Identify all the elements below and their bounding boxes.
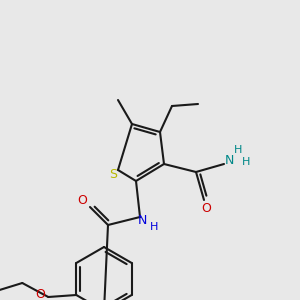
- Text: H: H: [234, 145, 242, 155]
- Text: O: O: [35, 287, 45, 300]
- Text: O: O: [201, 202, 211, 214]
- Text: S: S: [109, 167, 117, 181]
- Text: N: N: [137, 214, 147, 227]
- Text: H: H: [150, 222, 158, 232]
- Text: N: N: [224, 154, 234, 166]
- Text: H: H: [242, 157, 250, 167]
- Text: O: O: [77, 194, 87, 208]
